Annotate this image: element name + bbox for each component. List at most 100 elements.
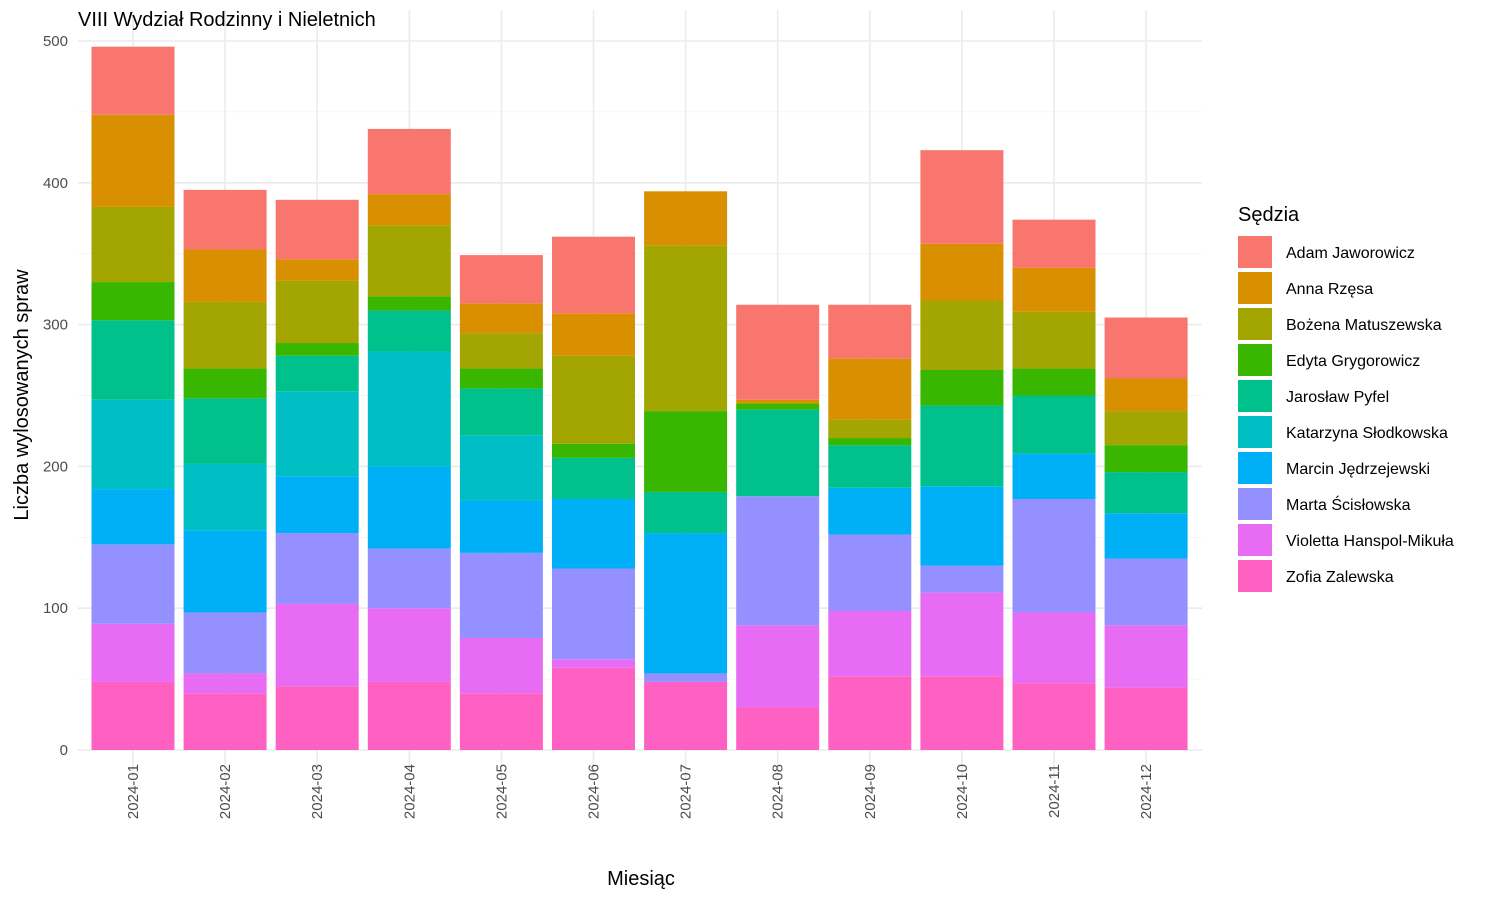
legend-item: Katarzyna Słodkowska xyxy=(1238,416,1448,448)
x-tick-label: 2024-11 xyxy=(1046,764,1063,818)
legend-label: Jarosław Pyfel xyxy=(1286,389,1389,406)
bar-segment xyxy=(367,128,451,195)
bar-segment xyxy=(91,320,175,400)
y-tick-label: 500 xyxy=(43,33,68,50)
x-tick-label: 2024-07 xyxy=(678,764,695,819)
legend-item: Marcin Jędrzejewski xyxy=(1238,452,1430,484)
bar-segment xyxy=(459,552,543,638)
legend-item: Anna Rzęsa xyxy=(1238,272,1373,304)
bar-segment xyxy=(1012,368,1096,396)
bar-segment xyxy=(183,612,267,674)
legend-key xyxy=(1238,308,1272,340)
bar-segment xyxy=(91,623,175,682)
bar-segment xyxy=(920,565,1004,593)
bar-segment xyxy=(644,191,728,246)
bar-segment xyxy=(920,150,1004,244)
bar-segment xyxy=(920,676,1004,750)
bar-segment xyxy=(828,611,912,677)
bar-segment xyxy=(367,681,451,750)
bar-segment xyxy=(552,499,635,569)
bar-segment xyxy=(552,667,635,750)
bar-segment xyxy=(459,637,543,694)
legend-key xyxy=(1238,272,1272,304)
legend-label: Katarzyna Słodkowska xyxy=(1286,425,1448,442)
bar-segment xyxy=(183,398,267,464)
bar-segment xyxy=(644,533,728,674)
bar-segment xyxy=(275,355,359,392)
bar-segment xyxy=(183,530,267,613)
bar-segment xyxy=(275,259,359,281)
bar-segment xyxy=(91,46,175,115)
bar-segment xyxy=(459,255,543,304)
x-tick-label: 2024-06 xyxy=(586,764,603,819)
bar-segment xyxy=(828,445,912,488)
x-tick-label: 2024-05 xyxy=(493,764,510,819)
legend-key xyxy=(1238,452,1272,484)
y-axis-title: Liczba wylosowanych spraw xyxy=(11,269,33,521)
bar-segment xyxy=(828,419,912,439)
bar-segment xyxy=(91,399,175,490)
bar-segment xyxy=(459,693,543,750)
legend-label: Anna Rzęsa xyxy=(1286,281,1373,298)
bar-segment xyxy=(920,592,1004,677)
bar-segment xyxy=(367,310,451,352)
bar-segment xyxy=(1104,472,1188,514)
x-axis-title: Miesiąc xyxy=(607,868,675,890)
bar-segment xyxy=(1104,513,1188,559)
bar-segment xyxy=(91,544,175,624)
legend-key xyxy=(1238,236,1272,268)
legend-label: Edyta Grygorowicz xyxy=(1286,353,1420,370)
bar-segment xyxy=(91,114,175,207)
bar-segment xyxy=(367,466,451,549)
x-tick-label: 2024-12 xyxy=(1138,764,1155,819)
bar-segment xyxy=(828,487,912,535)
bar-segment xyxy=(183,189,267,250)
x-tick-label: 2024-04 xyxy=(401,764,418,819)
legend-label: Zofia Zalewska xyxy=(1286,569,1394,586)
bar-segment xyxy=(367,608,451,682)
legend: Sędzia Adam Jaworowicz Anna Rzęsa Bożena M… xyxy=(1238,204,1454,592)
x-tick-label: 2024-09 xyxy=(862,764,879,819)
bar-segment xyxy=(736,496,820,626)
bar-segment xyxy=(828,358,912,420)
y-tick-label: 0 xyxy=(60,742,68,759)
bar-segment xyxy=(736,304,820,400)
bar-segment xyxy=(736,625,820,708)
bar-segment xyxy=(459,388,543,436)
bar-segment xyxy=(1104,687,1188,750)
legend-label: Marcin Jędrzejewski xyxy=(1286,461,1430,478)
bar-segment xyxy=(459,333,543,369)
y-tick-label: 200 xyxy=(43,458,68,475)
bar-segment xyxy=(91,282,175,321)
bar-segment xyxy=(367,225,451,297)
bar-segment xyxy=(183,301,267,369)
bar-segment xyxy=(1104,625,1188,688)
bar-segment xyxy=(275,533,359,604)
bar-segment xyxy=(275,199,359,260)
bar-segment xyxy=(1012,612,1096,684)
bar-segment xyxy=(920,369,1004,406)
x-tick-label: 2024-02 xyxy=(217,764,234,819)
bar-segment xyxy=(1012,453,1096,500)
bar-segment xyxy=(275,603,359,687)
chart-title: VIII Wydział Rodzinny i Nieletnich xyxy=(78,9,376,31)
bar-segment xyxy=(552,313,635,356)
bar-segment xyxy=(920,243,1004,301)
bar-segment xyxy=(459,500,543,553)
legend-label: Adam Jaworowicz xyxy=(1286,245,1415,262)
bar-segment xyxy=(736,409,820,497)
legend-key xyxy=(1238,488,1272,520)
legend-title: Sędzia xyxy=(1238,204,1300,226)
bar-segment xyxy=(552,457,635,500)
bar-segment xyxy=(1104,558,1188,626)
legend-key xyxy=(1238,524,1272,556)
bar-segment xyxy=(920,300,1004,370)
bar-segment xyxy=(552,659,635,668)
bar-segment xyxy=(275,476,359,534)
bar-segment xyxy=(736,402,820,405)
legend-key xyxy=(1238,560,1272,592)
bar-segment xyxy=(828,438,912,446)
bar-segment xyxy=(275,686,359,750)
bar-segment xyxy=(644,681,728,750)
